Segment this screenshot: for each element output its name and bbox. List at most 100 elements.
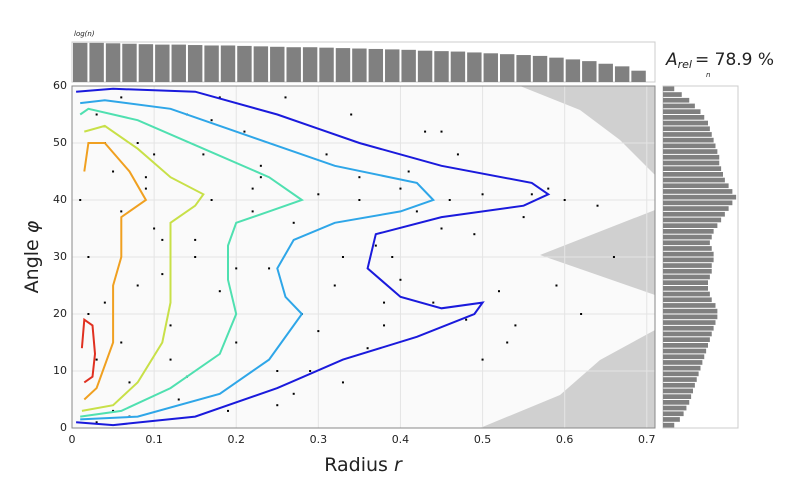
- point: [136, 142, 139, 144]
- point: [424, 130, 427, 133]
- y-label-symbol: φ: [21, 220, 43, 233]
- right-hist-bar: [663, 257, 714, 263]
- top-hist-bar: [467, 52, 482, 82]
- point: [292, 392, 295, 395]
- point: [309, 370, 312, 372]
- point: [268, 267, 271, 270]
- top-hist-bar: [582, 61, 597, 82]
- point: [120, 96, 123, 99]
- right-hist-bar: [663, 92, 682, 97]
- right-hist-bar: [663, 303, 716, 308]
- point: [259, 176, 262, 179]
- right-hist-bar: [663, 211, 725, 217]
- point: [194, 256, 197, 258]
- point: [580, 313, 583, 315]
- right-hist-bar: [663, 388, 693, 394]
- top-hist-bar: [631, 70, 646, 82]
- point: [284, 96, 287, 99]
- point: [374, 244, 377, 247]
- top-hist-bar: [171, 44, 186, 82]
- right-hist-bar: [663, 365, 701, 371]
- x-label-text: Radius: [324, 454, 388, 476]
- point: [341, 256, 344, 258]
- point: [522, 216, 525, 219]
- point: [128, 381, 131, 384]
- point: [612, 256, 615, 258]
- right-hist-bar: [663, 291, 710, 297]
- right-hist-bar: [663, 371, 699, 377]
- x-label-symbol: r: [394, 454, 403, 476]
- point: [235, 267, 238, 270]
- top-hist-bar: [434, 51, 449, 82]
- point: [473, 233, 476, 236]
- contour-line: [81, 124, 205, 412]
- top-hist-bar: [220, 45, 236, 82]
- point: [292, 221, 295, 224]
- point: [95, 113, 98, 116]
- point: [79, 199, 82, 201]
- point: [317, 330, 320, 333]
- top-hist-bar: [286, 47, 301, 82]
- right-hist-bar: [663, 149, 718, 154]
- point: [161, 273, 164, 276]
- right-hist-bar: [663, 308, 718, 314]
- right-hist-bar: [663, 126, 710, 132]
- y-axis-label: Angle φ: [21, 220, 43, 293]
- point: [112, 409, 115, 412]
- point: [235, 341, 238, 344]
- right-hist-bar: [663, 240, 710, 246]
- point: [399, 187, 402, 190]
- top-hist-bar: [155, 44, 170, 82]
- y-tick-label: 40: [53, 193, 67, 206]
- right-hist-bar: [663, 337, 710, 342]
- right-hist-bar: [663, 382, 695, 388]
- point: [169, 358, 172, 361]
- top-hist-bar: [532, 55, 548, 82]
- right-hist-bar: [663, 132, 712, 137]
- y-tick-label: 20: [53, 307, 67, 320]
- point: [144, 187, 147, 190]
- right-hist-bar: [663, 354, 705, 360]
- right-hist-bar: [663, 137, 714, 143]
- right-hist-bar: [663, 251, 714, 257]
- annotation-subscript: rel: [678, 58, 692, 71]
- point: [383, 324, 386, 327]
- right-hist-bar: [663, 229, 714, 234]
- right-hist-bar: [663, 331, 712, 337]
- point: [333, 284, 336, 287]
- top-hist-bar: [89, 42, 104, 82]
- point: [218, 96, 221, 99]
- right-hist-bar: [663, 394, 692, 399]
- x-tick-label: 0.3: [310, 433, 328, 446]
- point: [120, 210, 123, 213]
- right-hist-bar: [663, 325, 714, 331]
- right-hist-bar: [663, 263, 712, 268]
- point: [317, 193, 320, 196]
- point: [481, 358, 484, 361]
- point: [415, 210, 418, 213]
- contour-line: [80, 317, 97, 384]
- right-hist-bar: [663, 280, 708, 285]
- excluded-region: [480, 86, 655, 428]
- point: [383, 301, 386, 304]
- right-hist-bar: [663, 314, 718, 320]
- right-hist-bar: [663, 400, 690, 405]
- histograms: [73, 42, 737, 428]
- right-hist-bar: [663, 194, 737, 200]
- point: [547, 187, 550, 190]
- point: [177, 398, 180, 401]
- point: [153, 153, 156, 156]
- right-hist-label: n: [706, 71, 710, 79]
- x-tick-label: 0.6: [556, 433, 574, 446]
- top-hist-bar: [253, 46, 269, 82]
- annotation-symbol: A: [665, 50, 678, 70]
- point: [325, 153, 328, 156]
- point: [448, 199, 451, 201]
- right-hist-bar: [663, 143, 716, 149]
- top-hist-bar: [302, 47, 318, 82]
- point: [350, 113, 353, 116]
- x-tick-label: 0: [69, 433, 76, 446]
- point: [366, 347, 369, 350]
- top-hist-bar: [352, 48, 367, 82]
